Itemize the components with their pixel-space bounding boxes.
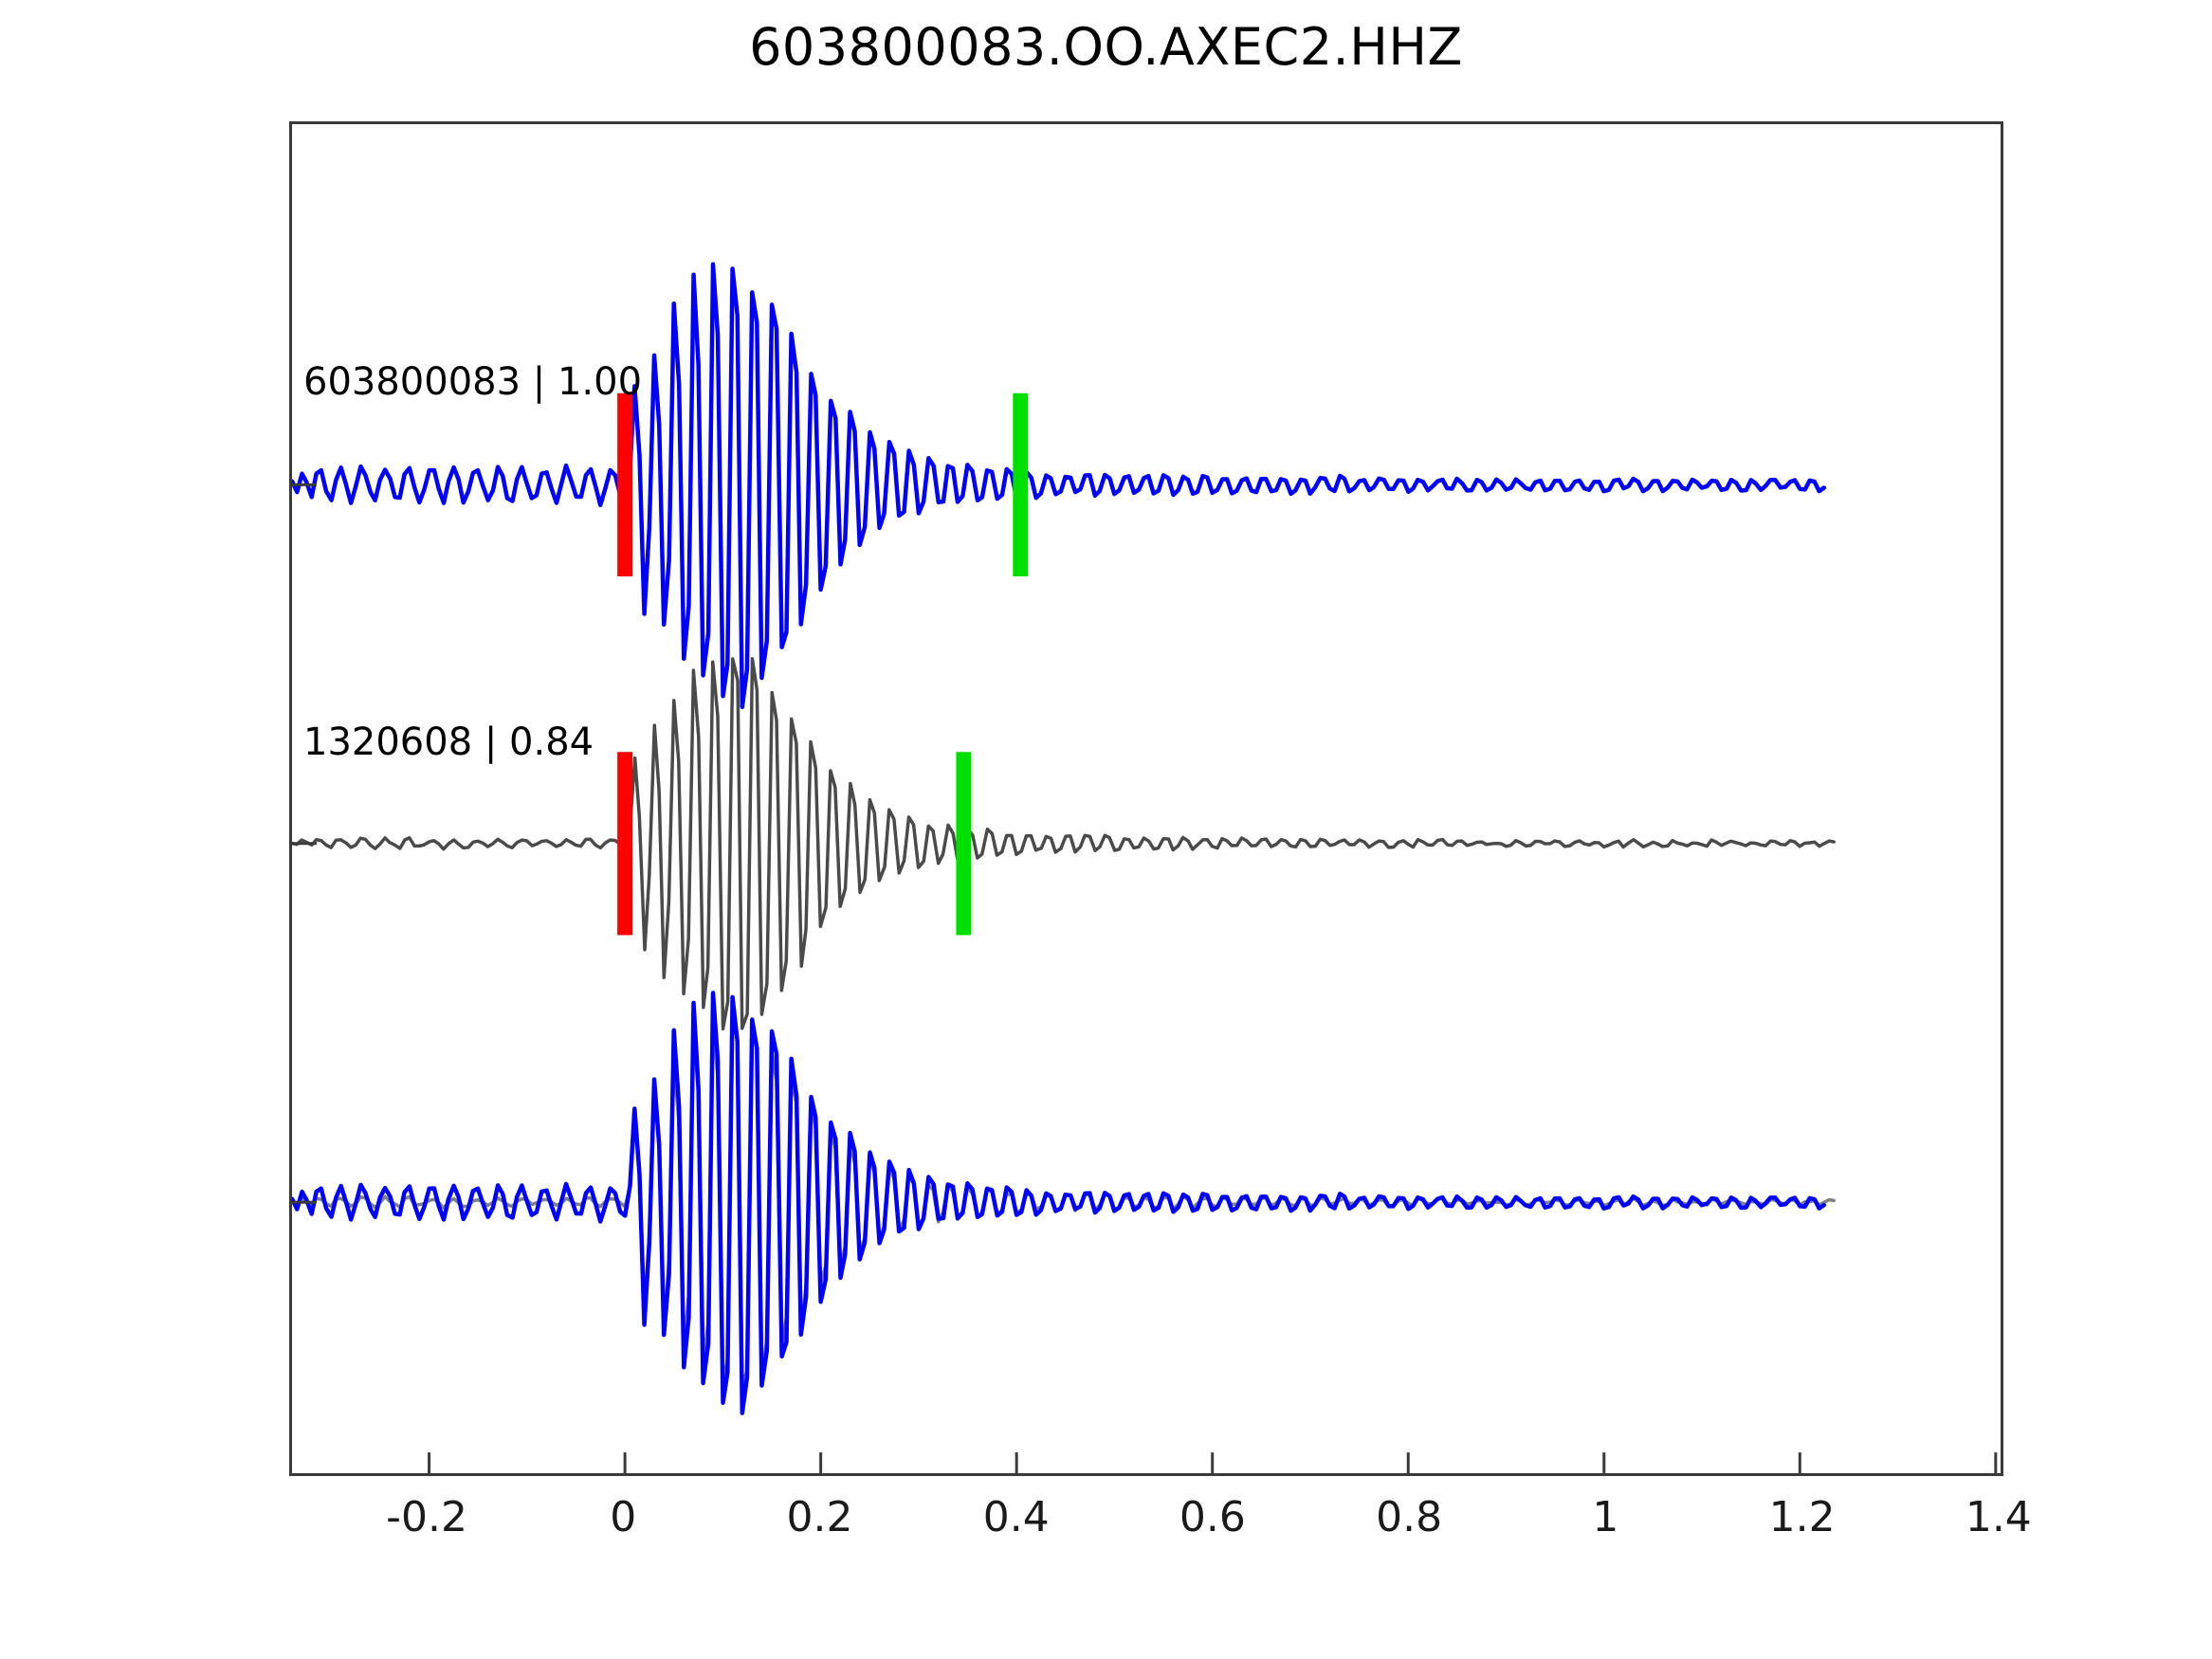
s-pick-marker-panel-1: [956, 752, 972, 936]
p-pick-marker-panel-0: [617, 392, 633, 576]
trace-label-template: 603800083 | 1.00: [303, 360, 643, 404]
trace-label-detection: 1320608 | 0.84: [303, 720, 594, 764]
x-axis-tick-label: 0.8: [1376, 1493, 1443, 1541]
x-axis-tick-label: 0.6: [1179, 1493, 1246, 1541]
waveform-path-overlay-template: [292, 991, 1827, 1415]
x-axis-tick-label: 1.2: [1768, 1493, 1836, 1541]
x-axis-tick-label: 1.4: [1965, 1493, 2032, 1541]
x-axis-tick-label: 1: [1592, 1493, 1619, 1541]
p-pick-marker-panel-1: [617, 752, 633, 936]
x-axis-tick-label: 0.4: [982, 1493, 1050, 1541]
waveform-canvas: [292, 262, 1998, 1473]
page-title: 603800083.OO.AXEC2.HHZ: [749, 17, 1463, 77]
plot-area: [289, 121, 2003, 1476]
x-axis-tick-label: 0: [610, 1493, 637, 1541]
x-axis-tick-label: 0.2: [786, 1493, 853, 1541]
s-pick-marker-panel-0: [1013, 392, 1029, 576]
x-axis-tick-label: -0.2: [386, 1493, 467, 1541]
waveform-path-template: [292, 262, 1827, 709]
waveform-path-detection: [292, 657, 1836, 1030]
